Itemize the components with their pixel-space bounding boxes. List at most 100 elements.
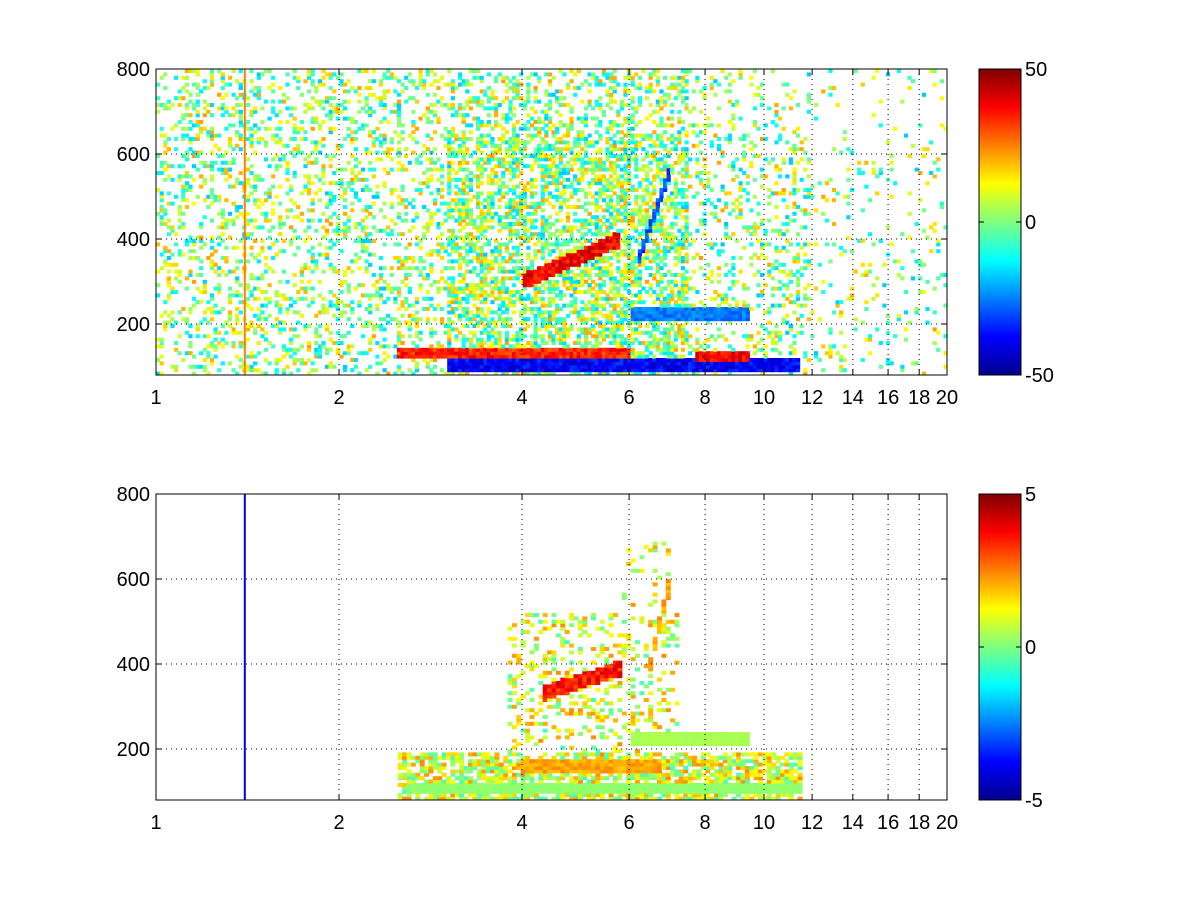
heatmap-cell <box>508 290 513 294</box>
heatmap-cell <box>163 160 168 165</box>
heatmap-cell <box>375 228 380 233</box>
heatmap-cell <box>472 286 477 291</box>
heatmap-cell <box>591 266 596 271</box>
heatmap-cell <box>522 273 527 277</box>
heatmap-cell <box>565 123 571 128</box>
heatmap-cell <box>404 99 409 104</box>
heatmap-cell <box>479 164 484 169</box>
heatmap-cell <box>346 286 351 291</box>
heatmap-cell <box>314 327 319 332</box>
heatmap-cell <box>321 82 326 87</box>
heatmap-cell <box>598 368 603 373</box>
heatmap-cell <box>382 266 387 271</box>
heatmap-cell <box>587 160 592 165</box>
heatmap-cell <box>461 201 466 206</box>
heatmap-cell <box>217 198 222 203</box>
heatmap-cell <box>583 123 589 128</box>
heatmap-cell <box>547 296 553 301</box>
heatmap-cell <box>540 354 545 359</box>
heatmap-cell <box>364 239 369 243</box>
heatmap-cell <box>609 188 614 192</box>
heatmap-cell <box>562 198 567 203</box>
heatmap-cell <box>447 106 452 111</box>
heatmap-cell <box>396 307 402 311</box>
heatmap-cell <box>562 242 567 247</box>
heatmap-cell <box>501 320 506 325</box>
heatmap-cell <box>558 252 563 257</box>
heatmap-cell <box>231 92 236 97</box>
heatmap-cell <box>666 293 671 298</box>
heatmap-cell <box>562 252 567 257</box>
heatmap-cell <box>537 150 542 155</box>
heatmap-cell <box>199 120 204 124</box>
heatmap-cell <box>472 160 477 165</box>
heatmap-cell <box>537 269 542 274</box>
heatmap-cell <box>497 358 502 362</box>
heatmap-cell <box>450 228 455 233</box>
heatmap-cell <box>616 344 621 349</box>
heatmap-cell <box>371 334 376 339</box>
heatmap-cell <box>476 364 481 369</box>
heatmap-cell <box>296 296 301 301</box>
heatmap-cell <box>494 337 499 342</box>
heatmap-cell <box>619 239 624 243</box>
heatmap-cell <box>414 300 420 305</box>
heatmap-cell <box>346 283 351 288</box>
heatmap-cell <box>422 351 427 356</box>
heatmap-cell <box>540 296 545 301</box>
heatmap-cell <box>623 310 628 315</box>
heatmap-cell <box>533 99 538 104</box>
heatmap-cell <box>195 109 200 114</box>
heatmap-cell <box>533 72 538 77</box>
heatmap-cell <box>612 327 617 332</box>
heatmap-cell <box>368 92 373 97</box>
heatmap-cell <box>479 99 484 104</box>
heatmap-cell <box>332 242 337 247</box>
heatmap-cell <box>497 147 502 152</box>
heatmap-cell <box>343 225 348 230</box>
heatmap-cell <box>429 269 434 274</box>
heatmap-cell <box>619 276 624 281</box>
heatmap-cell <box>522 123 527 128</box>
heatmap-cell <box>357 177 362 182</box>
heatmap-cell <box>522 99 527 104</box>
heatmap-cell <box>663 341 668 345</box>
heatmap-cell <box>497 252 502 257</box>
heatmap-cell <box>371 109 376 114</box>
heatmap-cell <box>515 211 520 216</box>
heatmap-cell <box>292 174 297 179</box>
heatmap-cell <box>238 171 243 175</box>
heatmap-cell <box>616 324 621 328</box>
heatmap-cell <box>465 184 470 189</box>
heatmap-cell <box>450 154 455 158</box>
heatmap-cell <box>389 191 394 196</box>
heatmap-cell <box>447 235 452 240</box>
heatmap-cell <box>227 140 233 145</box>
heatmap-cell <box>267 188 272 192</box>
heatmap-cell <box>573 283 578 288</box>
heatmap-cell <box>547 157 553 162</box>
heatmap-cell <box>472 99 477 104</box>
heatmap-cell <box>594 334 599 339</box>
heatmap-cell <box>659 143 664 148</box>
heatmap-cell <box>217 273 222 277</box>
heatmap-cell <box>501 116 506 121</box>
heatmap-cell <box>486 191 491 196</box>
heatmap-cell <box>472 69 477 73</box>
heatmap-cell <box>256 205 261 209</box>
heatmap-cell <box>479 181 484 186</box>
heatmap-cell <box>594 283 599 288</box>
heatmap-cell <box>569 184 574 189</box>
heatmap-cell <box>450 354 455 359</box>
heatmap-cell <box>511 276 517 281</box>
heatmap-cell <box>465 358 470 362</box>
heatmap-cell <box>199 290 204 294</box>
heatmap-cell <box>389 273 394 277</box>
heatmap-cell <box>440 174 445 179</box>
heatmap-cell <box>659 215 664 220</box>
heatmap-cell <box>314 86 319 90</box>
heatmap-cell <box>206 334 211 339</box>
heatmap-cell <box>396 201 402 206</box>
heatmap-cell <box>501 215 506 220</box>
heatmap-cell <box>245 337 251 342</box>
